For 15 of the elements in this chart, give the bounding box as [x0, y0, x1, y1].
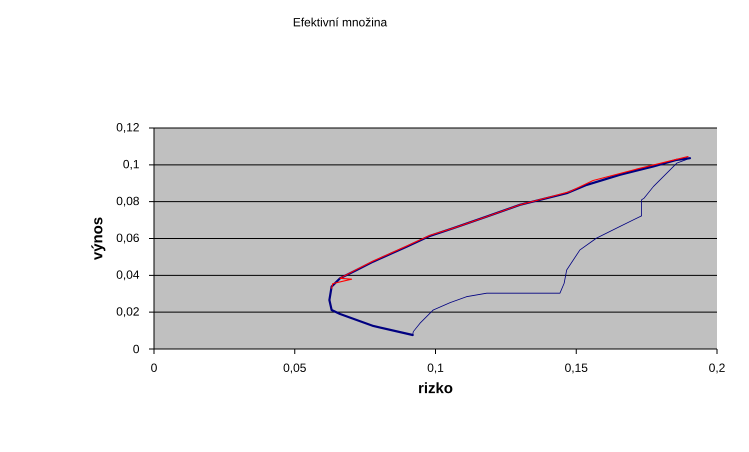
y-tick-label: 0,1 — [123, 160, 139, 170]
y-tick-label: 0,12 — [116, 123, 139, 133]
y-tick-label: 0,04 — [116, 270, 140, 280]
x-axis-title: rizko — [419, 382, 452, 394]
x-tick-label: 0,05 — [284, 364, 306, 374]
y-tick-label: 0 — [133, 344, 140, 354]
x-tick-label: 0 — [151, 364, 157, 372]
chart-title: Efektivní množina — [294, 18, 388, 26]
y-tick-label: 0,02 — [116, 307, 139, 318]
y-tick-label: 0,06 — [116, 234, 139, 244]
x-tick-label: 0,15 — [565, 364, 588, 374]
x-tick-label: 0,1 — [428, 364, 444, 374]
x-tick-label: 0,2 — [709, 364, 725, 374]
y-tick-label: 0,08 — [116, 196, 139, 207]
y-axis-title: výnos — [91, 218, 106, 260]
